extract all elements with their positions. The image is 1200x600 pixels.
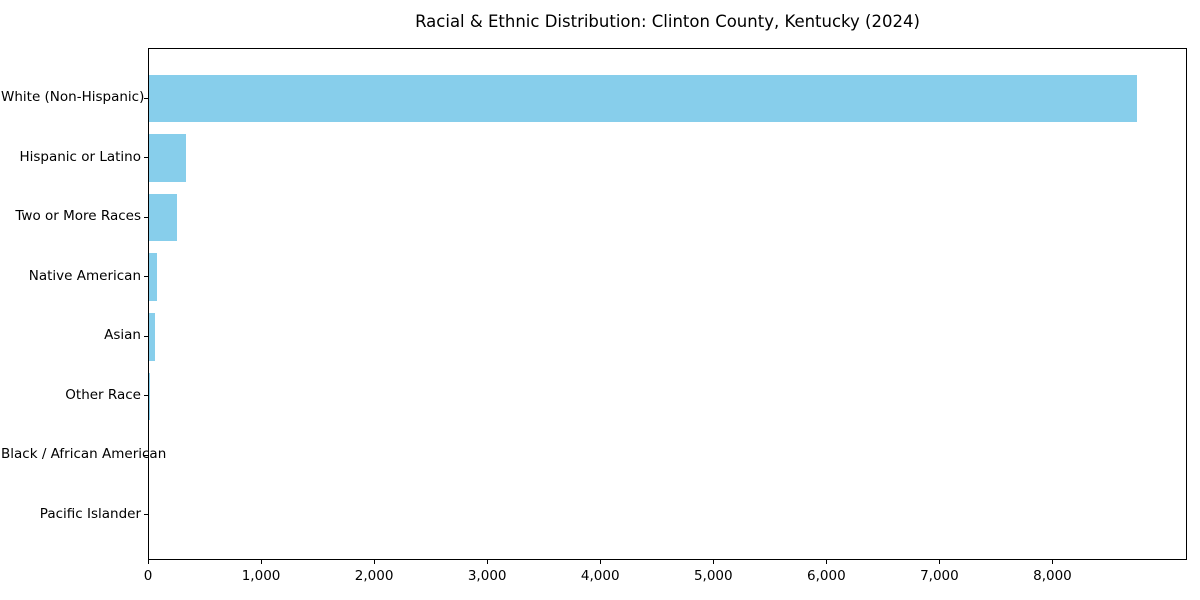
x-tick-mark bbox=[713, 560, 715, 564]
y-tick-mark bbox=[144, 335, 148, 337]
bar bbox=[149, 312, 155, 361]
y-tick-label: Hispanic or Latino bbox=[19, 148, 141, 165]
y-tick-label: Asian bbox=[104, 327, 141, 344]
y-tick-mark bbox=[144, 514, 148, 516]
x-tick-label: 1,000 bbox=[241, 568, 281, 584]
bar bbox=[149, 134, 187, 182]
x-tick-label: 0 bbox=[143, 568, 153, 584]
x-tick-label: 3,000 bbox=[467, 568, 507, 584]
y-tick-label: Black / African American bbox=[1, 446, 167, 463]
y-tick-label: Other Race bbox=[65, 386, 141, 403]
y-tick-mark bbox=[144, 454, 148, 456]
bar bbox=[149, 372, 151, 421]
y-tick-mark bbox=[144, 395, 148, 397]
x-tick-mark bbox=[148, 560, 149, 564]
chart-title: Racial & Ethnic Distribution: Clinton Co… bbox=[415, 12, 920, 31]
y-tick-mark bbox=[144, 276, 148, 278]
x-tick-mark bbox=[600, 560, 602, 564]
x-tick-label: 5,000 bbox=[693, 568, 733, 584]
x-tick-mark bbox=[826, 560, 828, 564]
x-tick-mark bbox=[261, 560, 263, 564]
x-tick-label: 2,000 bbox=[354, 568, 394, 584]
y-tick-label: White (Non-Hispanic) bbox=[1, 89, 145, 105]
x-tick-label: 6,000 bbox=[807, 568, 846, 584]
y-tick-mark bbox=[144, 216, 148, 218]
y-tick-label: Pacific Islander bbox=[39, 505, 141, 522]
x-tick-mark bbox=[1052, 560, 1054, 564]
bar bbox=[149, 193, 177, 242]
x-tick-label: 4,000 bbox=[580, 568, 620, 584]
x-tick-mark bbox=[487, 560, 489, 564]
x-tick-label: 8,000 bbox=[1033, 568, 1072, 584]
x-tick-label: 7,000 bbox=[920, 568, 959, 584]
y-tick-mark bbox=[144, 97, 148, 99]
x-tick-mark bbox=[374, 560, 376, 564]
y-tick-mark bbox=[144, 157, 148, 159]
bar bbox=[149, 74, 1138, 123]
y-tick-label: Native American bbox=[28, 267, 141, 284]
bar bbox=[149, 253, 157, 301]
y-tick-label: Two or More Races bbox=[15, 208, 141, 225]
plot-area bbox=[148, 48, 1187, 560]
x-tick-mark bbox=[939, 560, 941, 564]
